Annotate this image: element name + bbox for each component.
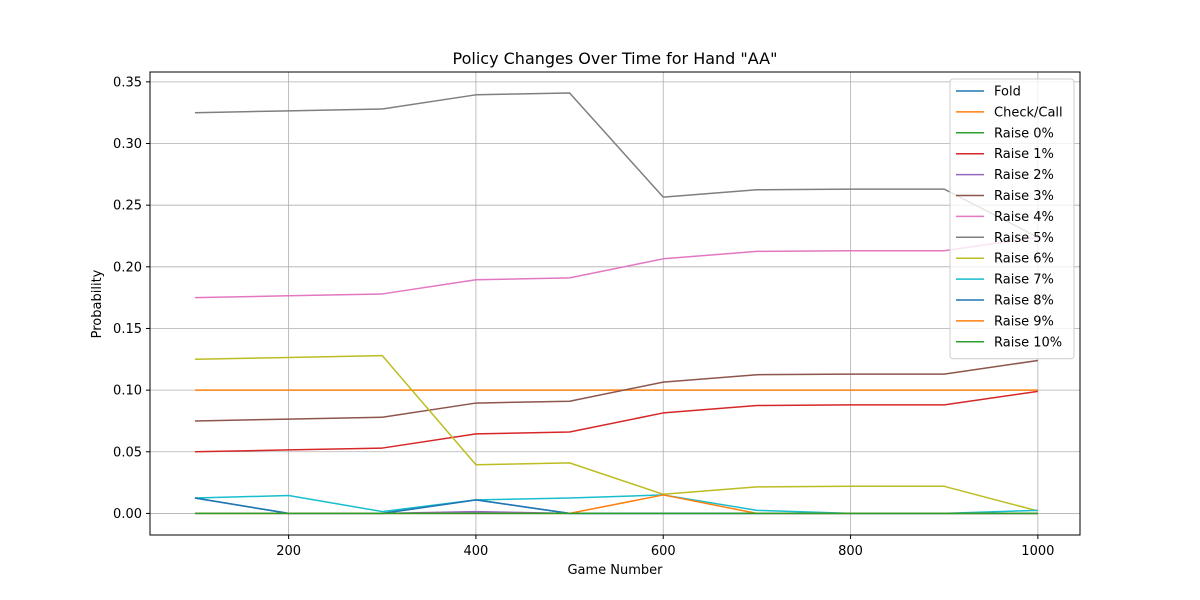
legend-label: Check/Call xyxy=(994,105,1063,120)
series-lines xyxy=(194,92,1039,515)
chart-title: Policy Changes Over Time for Hand "AA" xyxy=(453,49,778,68)
x-tick-label: 1000 xyxy=(1021,544,1054,559)
series-line-raise-9 xyxy=(194,494,1038,515)
legend-label: Raise 4% xyxy=(994,210,1054,225)
legend-label: Raise 7% xyxy=(994,273,1054,288)
y-tick-label: 0.30 xyxy=(113,137,142,152)
y-tick-label: 0.00 xyxy=(113,507,142,522)
y-axis-title: Probability xyxy=(90,269,105,338)
x-tick-label: 800 xyxy=(838,544,863,559)
y-tick-label: 0.05 xyxy=(113,445,142,460)
legend-label: Raise 5% xyxy=(994,231,1054,246)
series-line-raise-3 xyxy=(194,359,1038,422)
y-tick-label: 0.20 xyxy=(113,260,142,275)
series-line-raise-4 xyxy=(194,236,1038,299)
series-line-raise-1 xyxy=(194,390,1038,453)
legend-label: Raise 8% xyxy=(994,294,1054,309)
series-line-raise-8 xyxy=(194,497,1038,515)
y-tick-label: 0.10 xyxy=(113,384,142,399)
x-tick-label: 200 xyxy=(276,544,301,559)
x-tick-label: 400 xyxy=(464,544,489,559)
legend-label: Raise 2% xyxy=(994,168,1054,183)
y-tick-label: 0.35 xyxy=(113,75,142,90)
legend-label: Raise 6% xyxy=(994,252,1054,267)
x-axis-title: Game Number xyxy=(567,563,663,578)
legend-label: Raise 9% xyxy=(994,314,1054,329)
legend-label: Raise 10% xyxy=(994,335,1062,350)
axis-ticks: 200 400 600 800 1000 0.00 0.05 0.10 0.15 0.20 0.25… xyxy=(113,75,1054,559)
legend-box xyxy=(949,78,1075,360)
plot-frame xyxy=(149,71,1081,536)
y-tick-label: 0.25 xyxy=(113,199,142,214)
y-tick-label: 0.15 xyxy=(113,322,142,337)
legend-label: Fold xyxy=(994,85,1021,100)
legend: Fold Check/Call Raise 0% Raise 1% Raise 2% Ra… xyxy=(949,78,1075,360)
series-line-raise-6 xyxy=(194,354,1039,512)
grid xyxy=(150,72,1080,535)
legend-label: Raise 3% xyxy=(994,189,1054,204)
series-line-raise-5 xyxy=(194,92,1039,238)
legend-label: Raise 1% xyxy=(994,147,1054,162)
series-line-fold xyxy=(194,497,1038,515)
x-tick-label: 600 xyxy=(651,544,676,559)
legend-label: Raise 0% xyxy=(994,126,1054,141)
